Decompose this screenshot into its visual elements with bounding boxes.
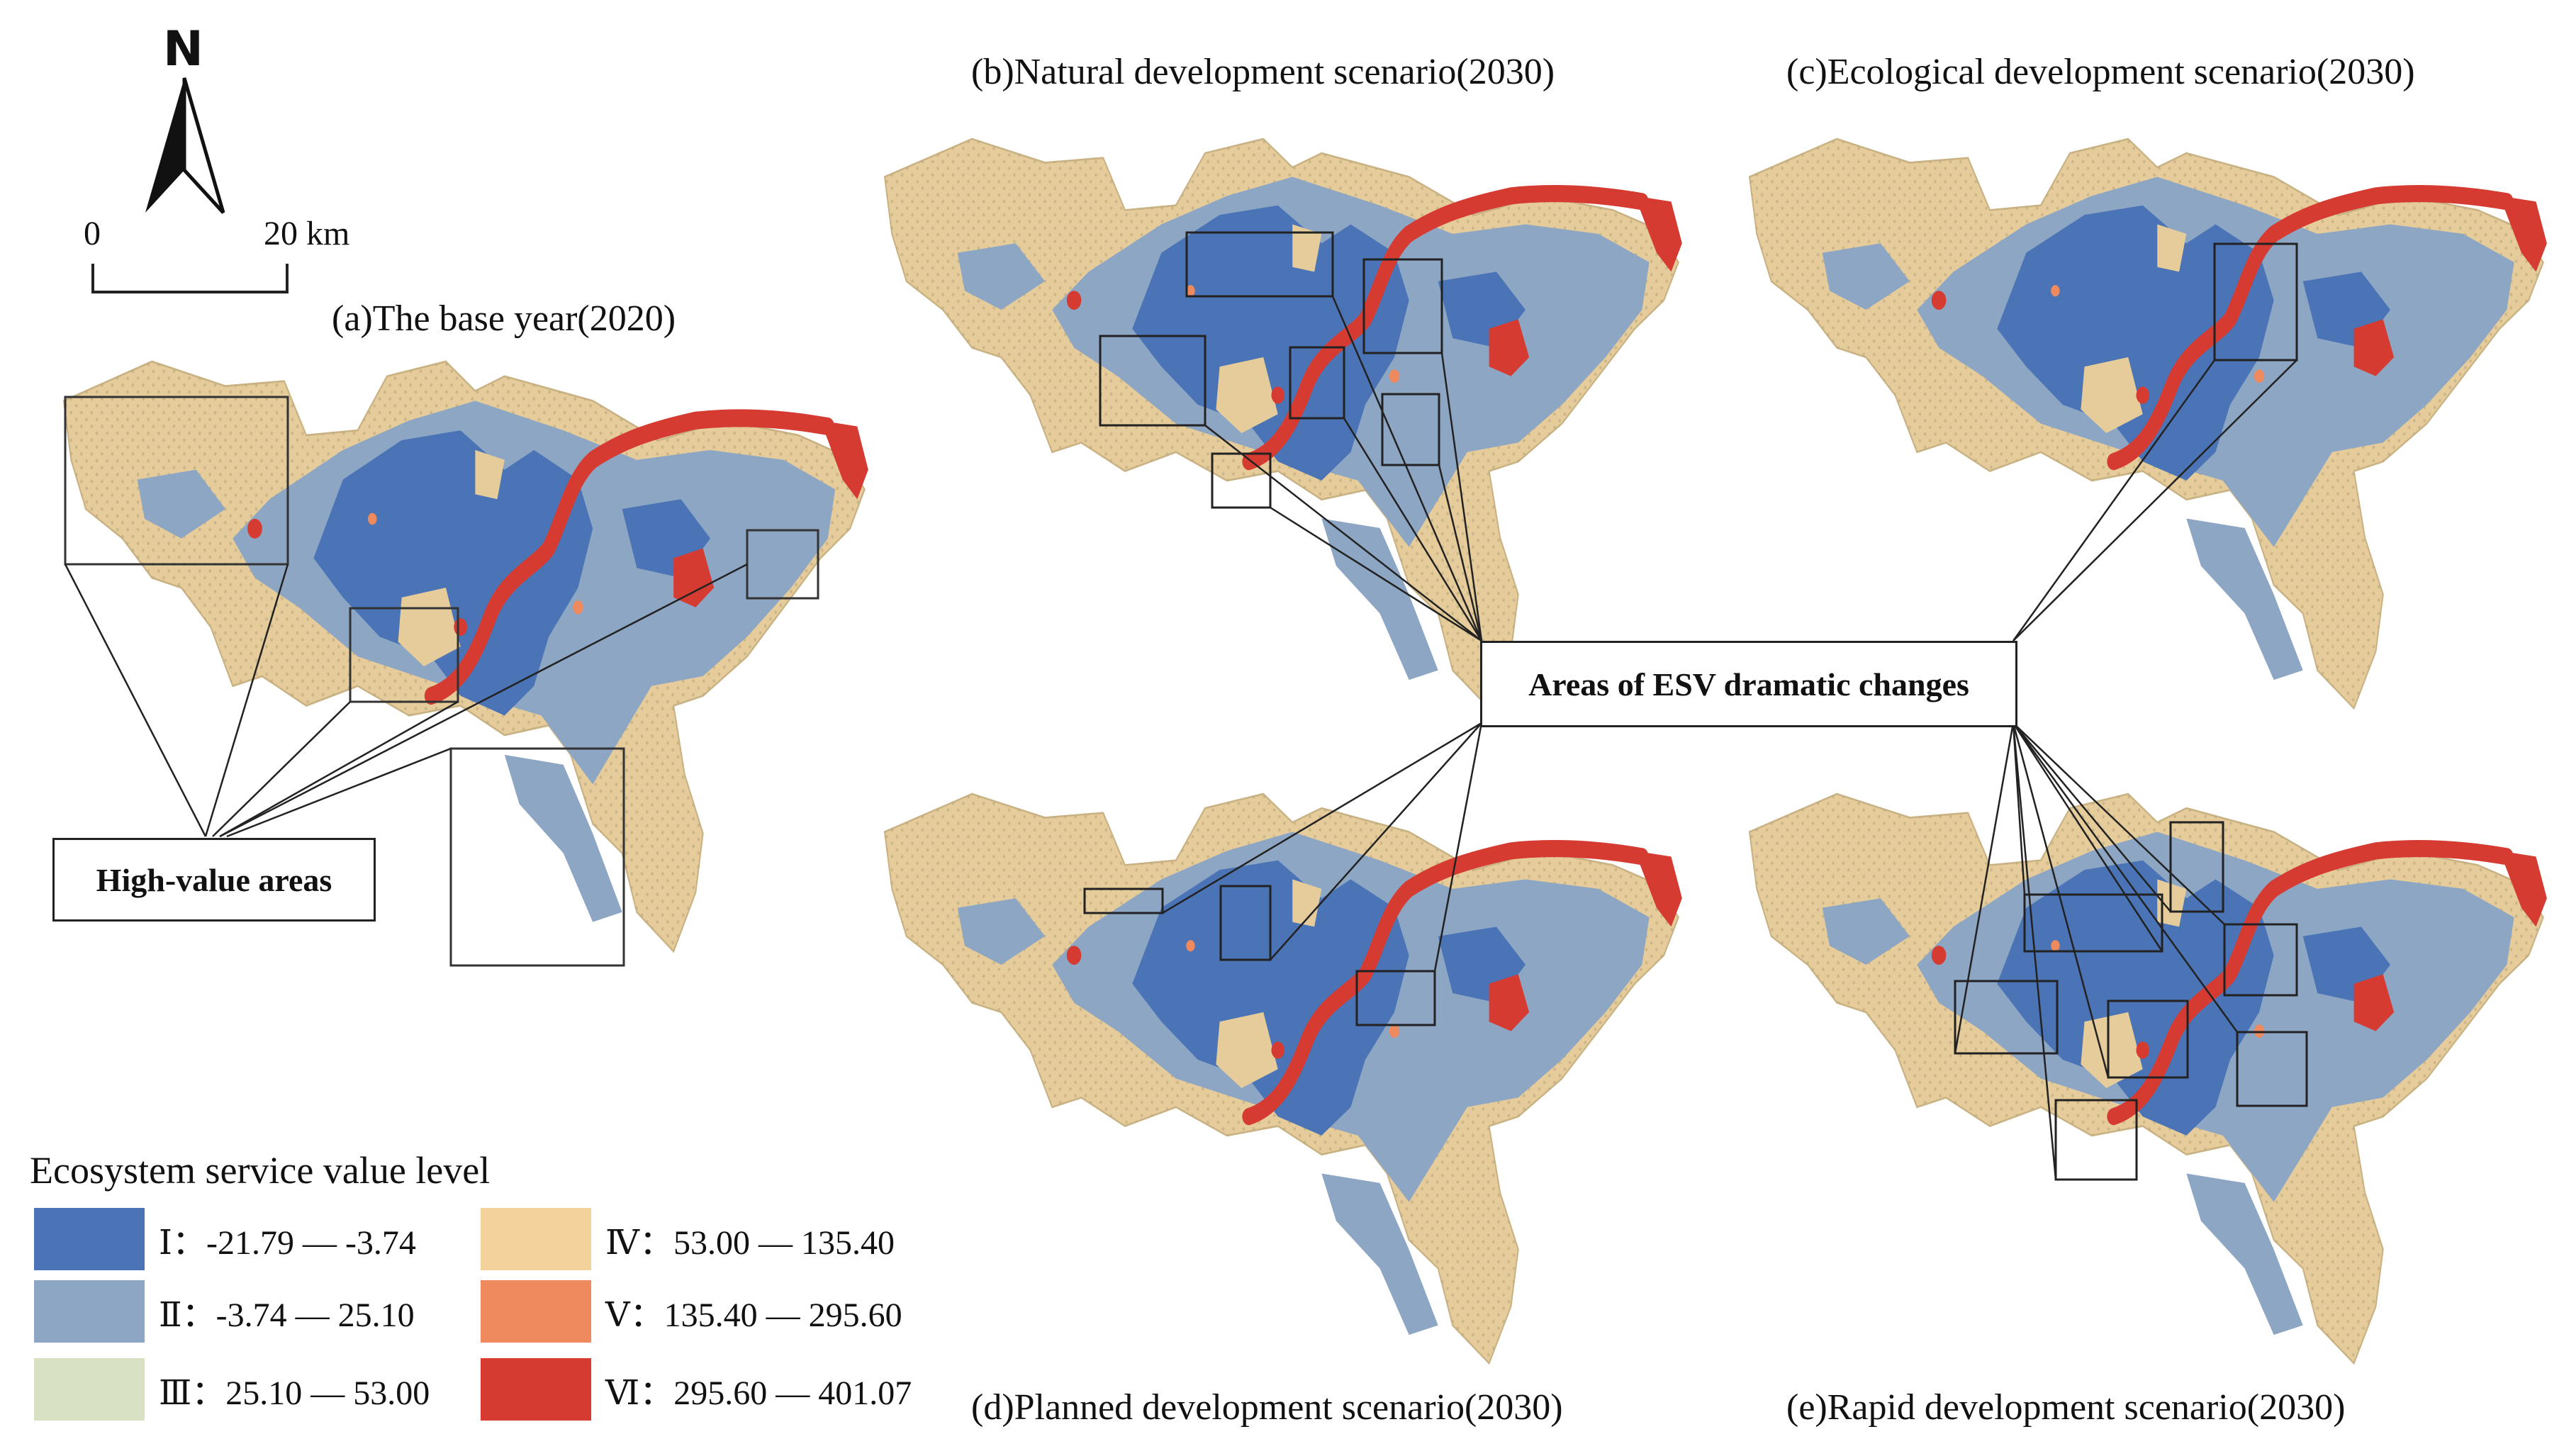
legend-title: Ecosystem service value level: [30, 1149, 491, 1192]
panel-c-title: (c)Ecological development scenario(2030): [1786, 52, 2415, 92]
high-value-leader-lines: [64, 563, 748, 838]
legend-item-6: Ⅵ：295.60 — 401.07: [481, 1358, 912, 1421]
north-arrow-label: N: [163, 21, 203, 77]
legend-label-4: Ⅳ：53.00 — 135.40: [605, 1224, 895, 1262]
high-value-areas-callout: High-value areas: [52, 838, 376, 922]
legend-item-4: Ⅳ：53.00 — 135.40: [481, 1208, 895, 1270]
legend-label-3: Ⅲ：25.10 — 53.00: [159, 1374, 430, 1412]
legend-item-3: Ⅲ：25.10 — 53.00: [34, 1358, 430, 1421]
scale-end-label: 20 km: [264, 215, 350, 252]
panel-b-title: (b)Natural development scenario(2030): [971, 52, 1555, 92]
legend-label-2: Ⅱ：-3.74 — 25.10: [159, 1297, 415, 1334]
panel-a-title: (a)The base year(2020): [332, 298, 676, 339]
legend-label-5: Ⅴ：135.40 — 295.60: [605, 1297, 902, 1334]
legend-swatch-2: [34, 1280, 145, 1343]
legend-swatch-5: [481, 1280, 591, 1343]
legend-item-2: Ⅱ：-3.74 — 25.10: [34, 1280, 415, 1343]
scale-bar: [91, 264, 289, 293]
legend-swatch-3: [34, 1358, 145, 1421]
dramatic-changes-callout: Areas of ESV dramatic changes: [1480, 641, 2017, 727]
legend-item-5: Ⅴ：135.40 — 295.60: [481, 1280, 902, 1343]
north-arrow-icon: [145, 77, 225, 214]
panel-e-title: (e)Rapid development scenario(2030): [1786, 1387, 2346, 1428]
legend-swatch-1: [34, 1208, 145, 1270]
dramatic-change-leader-lines: [1162, 296, 2297, 1180]
panel-d-title: (d)Planned development scenario(2030): [971, 1387, 1563, 1428]
legend-item-1: Ⅰ：-21.79 — -3.74: [34, 1208, 416, 1270]
legend-swatch-4: [481, 1208, 591, 1270]
legend-swatch-6: [481, 1358, 591, 1421]
legend-label-1: Ⅰ：-21.79 — -3.74: [159, 1224, 416, 1262]
legend-label-6: Ⅵ：295.60 — 401.07: [605, 1374, 912, 1412]
scale-start-label: 0: [84, 215, 101, 252]
